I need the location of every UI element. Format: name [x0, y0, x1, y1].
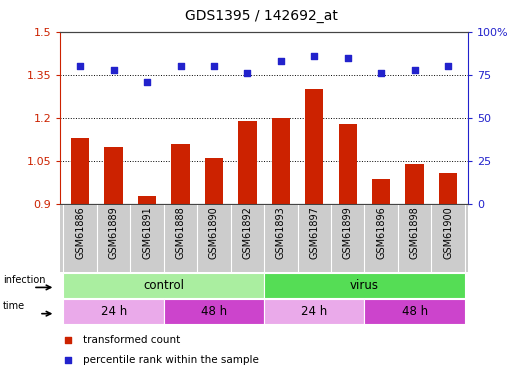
Point — [210, 63, 218, 69]
Point — [344, 55, 352, 61]
Bar — [164, 299, 264, 324]
Point — [76, 63, 84, 69]
Point — [64, 337, 73, 343]
Text: GSM61891: GSM61891 — [142, 207, 152, 259]
Bar — [63, 299, 164, 324]
Text: 48 h: 48 h — [201, 305, 227, 318]
Text: GSM61890: GSM61890 — [209, 207, 219, 259]
Point — [64, 357, 73, 363]
Bar — [238, 121, 257, 204]
Text: virus: virus — [350, 279, 379, 292]
Bar — [365, 299, 465, 324]
Text: GSM61896: GSM61896 — [376, 207, 386, 259]
Bar — [71, 138, 89, 204]
Text: GDS1395 / 142692_at: GDS1395 / 142692_at — [185, 9, 338, 23]
Point — [310, 53, 319, 59]
Bar — [105, 147, 123, 204]
Text: GSM61897: GSM61897 — [309, 207, 319, 260]
Bar — [305, 89, 323, 204]
Point — [243, 70, 252, 76]
Text: 24 h: 24 h — [100, 305, 127, 318]
Text: GSM61893: GSM61893 — [276, 207, 286, 259]
Text: GSM61886: GSM61886 — [75, 207, 85, 259]
Point — [277, 58, 285, 64]
Bar — [439, 173, 457, 204]
Text: GSM61899: GSM61899 — [343, 207, 353, 259]
Bar — [172, 144, 190, 204]
Bar — [264, 299, 365, 324]
Bar — [405, 164, 424, 204]
Text: 24 h: 24 h — [301, 305, 327, 318]
Text: 48 h: 48 h — [402, 305, 428, 318]
Bar — [264, 273, 465, 298]
Text: GSM61898: GSM61898 — [410, 207, 419, 259]
Bar — [338, 124, 357, 204]
Text: GSM61889: GSM61889 — [109, 207, 119, 259]
Text: time: time — [3, 301, 25, 311]
Bar — [372, 178, 390, 204]
Point — [109, 67, 118, 73]
Text: GSM61900: GSM61900 — [443, 207, 453, 259]
Bar — [271, 118, 290, 204]
Bar — [63, 273, 264, 298]
Point — [377, 70, 385, 76]
Point — [176, 63, 185, 69]
Text: GSM61892: GSM61892 — [242, 207, 253, 260]
Text: infection: infection — [3, 275, 46, 285]
Point — [411, 67, 419, 73]
Text: control: control — [143, 279, 184, 292]
Bar — [205, 158, 223, 204]
Point — [444, 63, 452, 69]
Text: GSM61888: GSM61888 — [176, 207, 186, 259]
Point — [143, 79, 151, 85]
Text: transformed count: transformed count — [83, 335, 180, 345]
Text: percentile rank within the sample: percentile rank within the sample — [83, 356, 258, 366]
Bar — [138, 196, 156, 204]
